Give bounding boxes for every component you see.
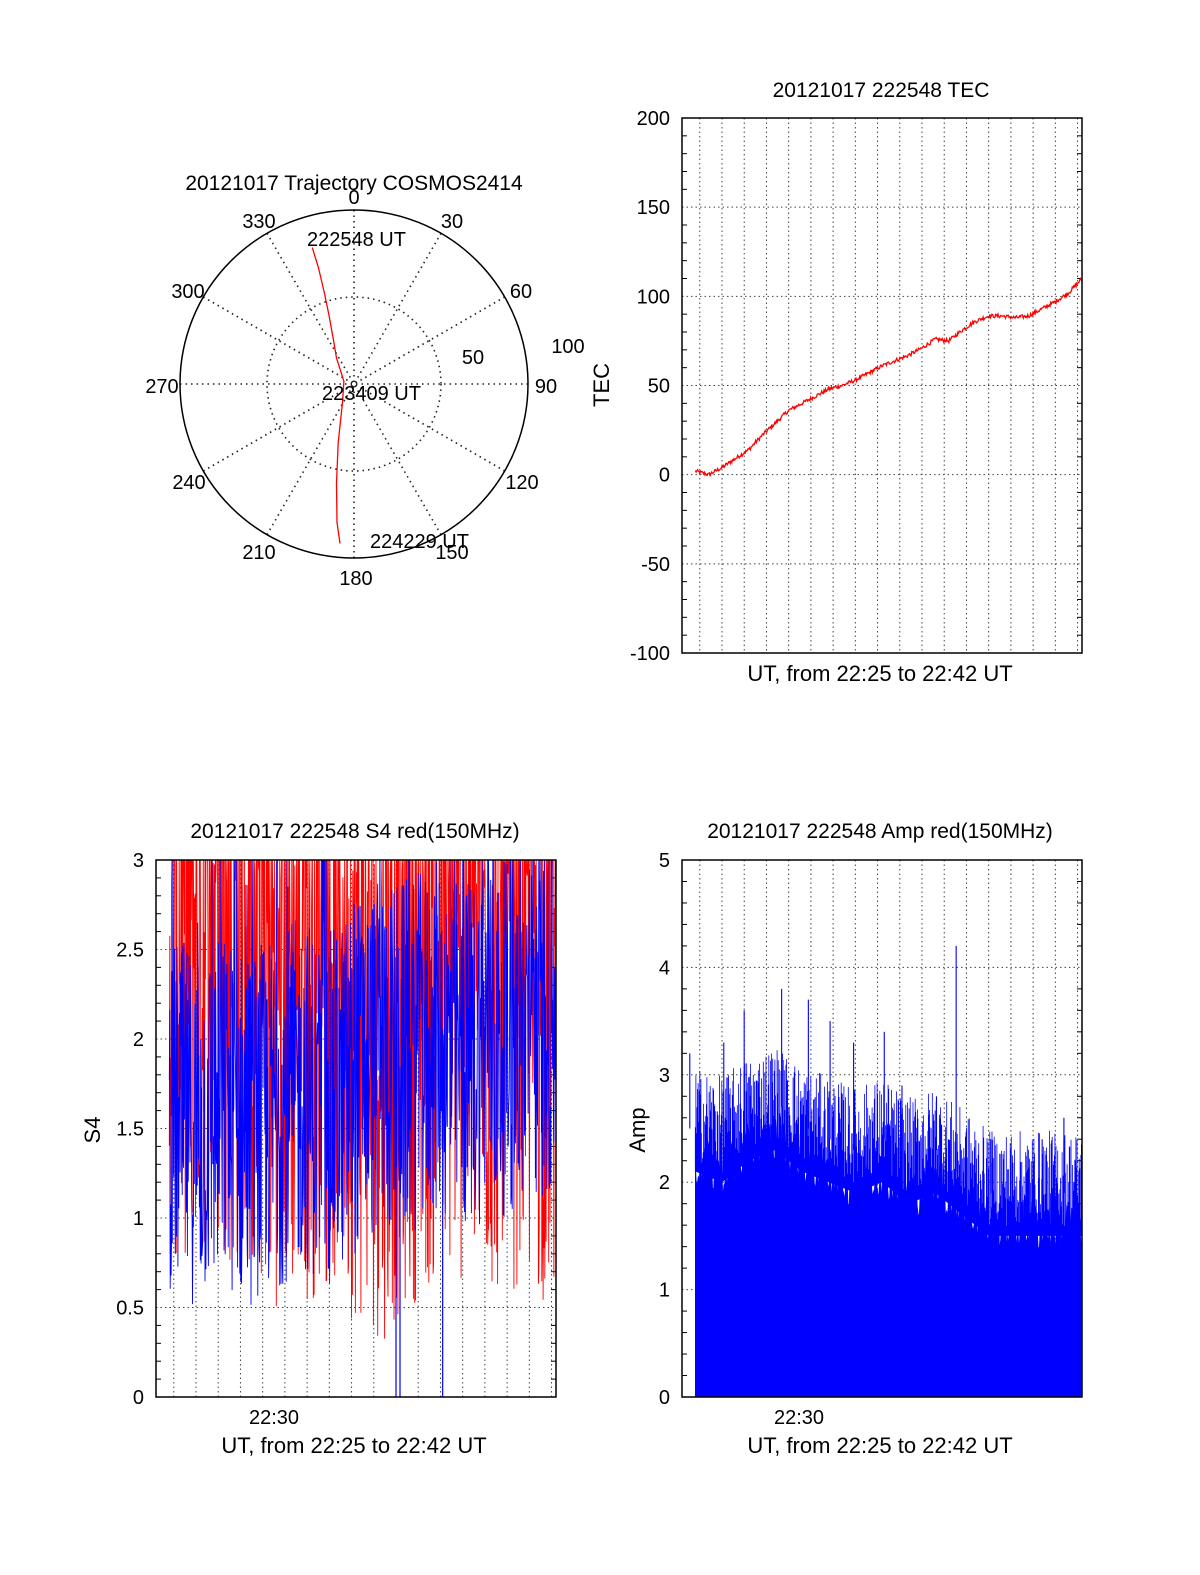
y-tick-label: 1 bbox=[659, 1280, 670, 1302]
s4-x-axis-label: UT, from 22:25 to 22:42 UT bbox=[221, 1433, 486, 1458]
polar-panel: 20121017 Trajectory COSMOS2414 0 30 60 9… bbox=[145, 172, 584, 590]
y-tick-label: 1 bbox=[133, 1208, 144, 1230]
amp-x-tick-label: 22:30 bbox=[774, 1407, 824, 1429]
y-tick-label: 3 bbox=[659, 1065, 670, 1087]
az-label-180: 180 bbox=[339, 568, 372, 590]
y-tick-label: 5 bbox=[659, 850, 670, 872]
az-label-0: 0 bbox=[348, 187, 359, 209]
horizon-circle bbox=[179, 209, 529, 559]
az-label-330: 330 bbox=[242, 211, 275, 233]
y-tick-label: 0 bbox=[659, 465, 670, 487]
amp-filled-area bbox=[695, 1118, 1083, 1398]
s4-plot-frame bbox=[155, 859, 557, 1398]
y-tick-label: 0.5 bbox=[116, 1298, 144, 1320]
tec-y-axis-label: TEC bbox=[589, 363, 614, 407]
az-label-30: 30 bbox=[441, 211, 463, 233]
y-tick-label: 2.5 bbox=[116, 940, 144, 962]
ring-label-50: 50 bbox=[462, 347, 484, 369]
s4-y-axis-label: S4 bbox=[80, 1117, 105, 1144]
az-label-150: 150 bbox=[435, 542, 468, 564]
tec-series-line bbox=[694, 277, 1083, 478]
az-label-240: 240 bbox=[172, 472, 205, 494]
amp-y-axis-label: Amp bbox=[625, 1107, 650, 1152]
y-tick-label: 1.5 bbox=[116, 1119, 144, 1141]
amp-plot-frame bbox=[681, 859, 1083, 1398]
amp-x-axis-label: UT, from 22:25 to 22:42 UT bbox=[747, 1433, 1012, 1458]
trajectory-start-label: 222548 UT bbox=[307, 229, 406, 251]
azimuth-labels: 0 30 60 90 120 150 180 210 240 270 300 3… bbox=[145, 187, 557, 590]
y-tick-label: 0 bbox=[133, 1387, 144, 1409]
y-tick-label: -50 bbox=[641, 554, 670, 576]
y-tick-label: 0 bbox=[659, 1387, 670, 1409]
polar-grid bbox=[180, 210, 528, 558]
az-label-90: 90 bbox=[535, 376, 557, 398]
trajectory-line bbox=[311, 247, 345, 544]
s4-title: 20121017 222548 S4 red(150MHz) bbox=[190, 820, 519, 843]
y-tick-label: 2 bbox=[659, 1172, 670, 1194]
y-tick-label: 2 bbox=[133, 1029, 144, 1051]
az-label-60: 60 bbox=[510, 281, 532, 303]
az-label-120: 120 bbox=[505, 472, 538, 494]
az-label-270: 270 bbox=[145, 376, 178, 398]
tec-title: 20121017 222548 TEC bbox=[773, 79, 990, 102]
trajectory-end-label: 224229 UT bbox=[370, 531, 469, 553]
polar-ring-50 bbox=[266, 296, 442, 472]
s4-y-tick-labels: 0 0.5 1 1.5 2 2.5 3 bbox=[116, 850, 144, 1409]
s4-x-tick-label: 22:30 bbox=[249, 1407, 299, 1429]
s4-blue-line bbox=[168, 859, 557, 1305]
tec-y-tick-labels: -100 -50 0 50 100 150 200 bbox=[630, 108, 670, 665]
y-tick-label: 150 bbox=[637, 197, 670, 219]
s4-panel: 20121017 222548 S4 red(150MHz) 0 0.5 1 1.5 2… bbox=[80, 820, 557, 1458]
amp-spikes bbox=[694, 1050, 1083, 1236]
ring-label-100: 100 bbox=[551, 336, 584, 358]
az-label-210: 210 bbox=[242, 542, 275, 564]
polar-title: 20121017 Trajectory COSMOS2414 bbox=[185, 172, 523, 195]
y-tick-label: -100 bbox=[630, 643, 670, 665]
tec-plot-frame bbox=[681, 117, 1083, 654]
amp-title: 20121017 222548 Amp red(150MHz) bbox=[707, 820, 1053, 843]
s4-blue-series bbox=[168, 859, 557, 1397]
y-tick-label: 4 bbox=[659, 957, 670, 979]
trajectory-mid-label: 223409 UT bbox=[322, 383, 421, 405]
y-tick-label: 200 bbox=[637, 108, 670, 130]
tec-x-axis-label: UT, from 22:25 to 22:42 UT bbox=[747, 661, 1012, 686]
az-label-300: 300 bbox=[171, 281, 204, 303]
amp-panel: 20121017 222548 Amp red(150MHz) 0 1 2 3 4 5 2… bbox=[625, 820, 1083, 1458]
y-tick-label: 3 bbox=[133, 850, 144, 872]
tec-grid bbox=[682, 118, 1082, 653]
y-tick-label: 100 bbox=[637, 286, 670, 308]
tec-panel: 20121017 222548 TEC -100-50050100150200 … bbox=[589, 79, 1083, 686]
amp-y-tick-labels: 0 1 2 3 4 5 bbox=[659, 850, 670, 1409]
y-tick-label: 50 bbox=[648, 376, 670, 398]
amp-blue-series bbox=[689, 945, 1083, 1398]
